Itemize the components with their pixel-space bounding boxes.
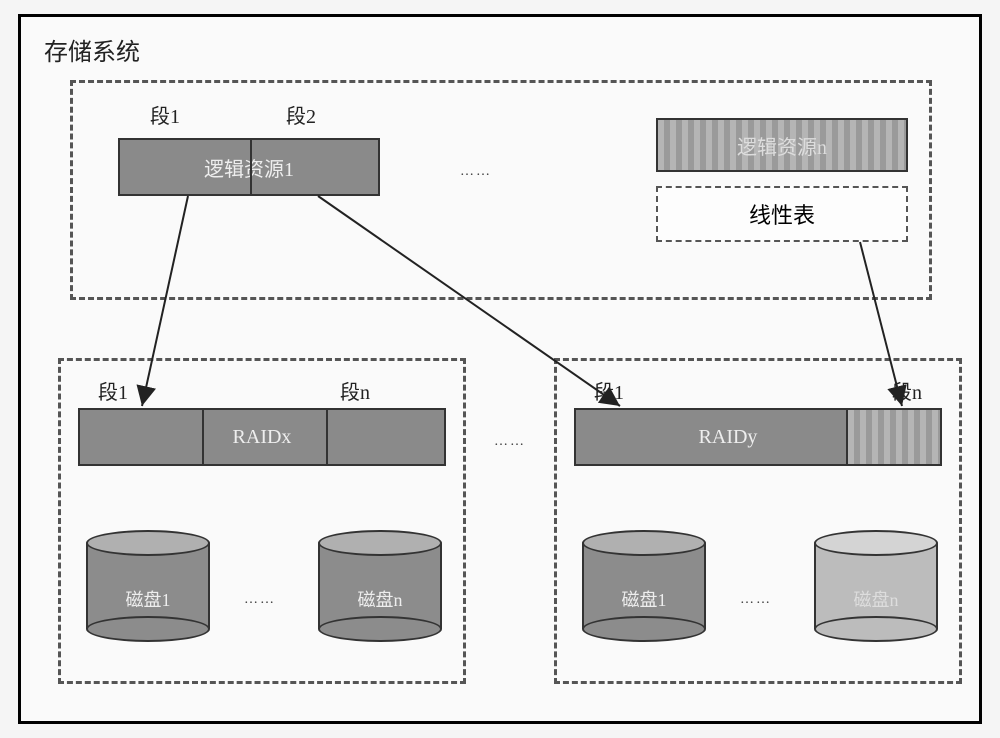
disk-left-ellipsis: …… xyxy=(244,592,276,608)
disk-right-n: 磁盘n xyxy=(814,530,938,642)
disk-left-1: 磁盘1 xyxy=(86,530,210,642)
disk-left-n: 磁盘n xyxy=(318,530,442,642)
logical-seg2-label: 段2 xyxy=(286,100,316,129)
logical-resource-n: 逻辑资源n xyxy=(656,118,908,172)
logical-resource-1-label: 逻辑资源1 xyxy=(204,153,294,182)
raidx-bar: RAIDx xyxy=(78,408,446,466)
raidx-label: RAIDx xyxy=(233,426,292,449)
raid-mid-ellipsis: …… xyxy=(494,434,526,450)
disk-right-1: 磁盘1 xyxy=(582,530,706,642)
disk-right-ellipsis: …… xyxy=(740,592,772,608)
raidy-label: RAIDy xyxy=(699,426,758,449)
raid-right-seg1-label: 段1 xyxy=(594,376,624,405)
logical-resource-1: 逻辑资源1 xyxy=(118,138,380,196)
raid-left-segn-label: 段n xyxy=(340,376,370,405)
logical-resource-1-divider xyxy=(250,138,252,196)
raidx-div1 xyxy=(202,408,204,466)
raidx-div2 xyxy=(326,408,328,466)
diagram-title: 存储系统 xyxy=(44,32,140,67)
disk-left-1-label: 磁盘1 xyxy=(86,586,210,612)
raid-left-seg1-label: 段1 xyxy=(98,376,128,405)
logical-seg1-label: 段1 xyxy=(150,100,180,129)
logical-resource-n-label: 逻辑资源n xyxy=(737,131,827,160)
disk-right-1-label: 磁盘1 xyxy=(582,586,706,612)
logical-ellipsis: …… xyxy=(460,164,492,180)
linear-table-box: 线性表 xyxy=(656,186,908,242)
raidy-hatched-tail xyxy=(846,408,942,466)
linear-table-label: 线性表 xyxy=(749,198,815,230)
raid-right-segn-label: 段n xyxy=(892,376,922,405)
disk-left-n-label: 磁盘n xyxy=(318,586,442,612)
disk-right-n-label: 磁盘n xyxy=(814,586,938,612)
